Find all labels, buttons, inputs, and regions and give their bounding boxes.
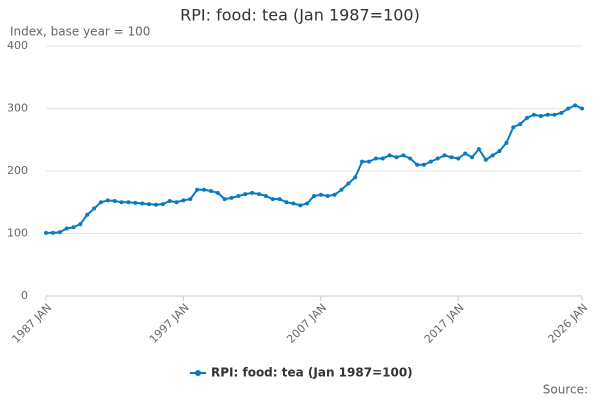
point [119,200,124,205]
point [415,162,420,167]
point [270,197,275,202]
point [263,194,268,198]
point [112,199,117,203]
x-tick-label: 2026 JAN [545,301,590,346]
point [78,222,83,227]
point [408,156,413,161]
x-tick-label: 1987 JAN [9,301,54,346]
y-tick-label: 400 [7,39,28,52]
point [353,175,358,180]
point [236,194,241,198]
point [202,187,207,192]
point [476,147,481,152]
point [325,194,330,198]
line [46,104,583,234]
point [360,159,365,164]
point [222,197,227,202]
chart-title: RPI: food: tea (Jan 1987=100) [180,6,420,25]
point [332,192,337,197]
point [373,156,378,161]
point [545,112,550,117]
point [71,225,76,230]
y-tick-label: 100 [7,227,28,240]
point [394,155,399,160]
point [421,162,426,167]
point [511,125,516,130]
point [284,200,289,205]
point [538,114,543,118]
point [250,190,255,195]
point [566,106,571,111]
point [497,149,502,153]
x-tick-label: 1997 JAN [147,301,192,346]
point [518,122,523,127]
point [366,159,371,164]
point [298,203,303,208]
point [195,187,200,192]
point [167,199,172,203]
point [153,202,158,207]
point [552,112,557,117]
point [387,153,392,158]
point [160,202,165,207]
point [140,201,145,206]
point [483,157,488,162]
legend-marker [195,370,201,376]
point [291,201,296,206]
point [435,156,440,161]
point [463,151,468,156]
point [277,197,282,202]
point [490,153,495,158]
point [57,230,62,235]
point [339,187,344,192]
point [105,198,110,203]
point [580,106,584,111]
point [64,226,69,231]
y-tick-label: 300 [7,102,28,115]
point [257,192,262,197]
point [456,156,461,161]
point [504,140,509,145]
point [229,195,234,200]
point [573,103,578,108]
y-tick-label: 0 [21,289,28,302]
point [44,230,48,235]
point [305,201,310,206]
legend-label: RPI: food: tea (Jan 1987=100) [211,366,413,380]
point [174,200,179,205]
point [215,190,220,195]
point [380,156,385,161]
point [188,197,193,202]
point [401,153,406,158]
point [525,115,530,120]
point [312,194,316,198]
x-tick-label: 2017 JAN [422,301,467,346]
point [449,155,454,160]
point [318,192,323,197]
point [428,159,433,164]
point [133,200,138,205]
point [559,110,564,115]
point [208,189,213,193]
point [126,200,131,205]
point [85,212,90,217]
point [442,153,447,158]
source: Source: [543,383,588,397]
y-tick-label: 200 [7,164,28,177]
x-tick-label: 2007 JAN [284,301,329,346]
point [92,206,97,211]
point [346,181,351,186]
point [181,198,186,203]
point [531,112,536,117]
point [98,200,103,205]
point [147,202,152,207]
y-axis-label: Index, base year = 100 [10,25,150,39]
point [470,155,475,160]
point [50,230,55,235]
point [243,192,248,197]
